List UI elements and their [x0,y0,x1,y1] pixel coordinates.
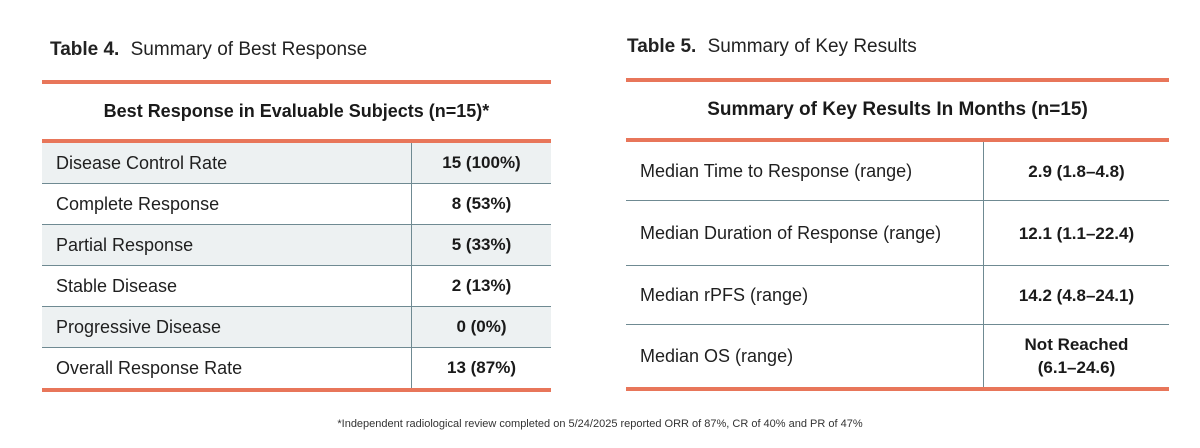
table-row: Median Duration of Response (range) 12.1… [626,201,1169,266]
row-label: Median Time to Response (range) [626,142,984,200]
row-label: Median Duration of Response (range) [626,201,984,265]
table4-caption: Table 4. Summary of Best Response [50,39,367,61]
row-value: 5 (33%) [451,235,512,254]
table4-number: Table 4. [50,39,120,60]
table5-body: Median Time to Response (range) 2.9 (1.8… [626,142,1169,387]
table5-title: Summary of Key Results [707,36,917,57]
row-label: Overall Response Rate [42,348,412,388]
row-value: 12.1 (1.1–22.4) [1018,223,1135,243]
table4-title: Summary of Best Response [130,39,368,60]
table5-number: Table 5. [627,36,697,57]
row-label: Median rPFS (range) [626,266,984,324]
table-row: Disease Control Rate 15 (100%) [42,143,551,184]
table-row: Complete Response 8 (53%) [42,184,551,225]
row-label: Complete Response [42,184,412,224]
row-value: 8 (53%) [451,194,512,213]
table-row: Stable Disease 2 (13%) [42,266,551,307]
table4-header: Best Response in Evaluable Subjects (n=1… [42,84,551,143]
row-value: 2.9 (1.8–4.8) [1028,161,1125,181]
row-label: Disease Control Rate [42,143,412,183]
key-results-table: Summary of Key Results In Months (n=15) … [626,78,1169,391]
row-value: 15 (100%) [442,153,521,172]
table5-header: Summary of Key Results In Months (n=15) [626,82,1169,142]
row-value: 0 (0%) [456,317,507,336]
table-row: Overall Response Rate 13 (87%) [42,348,551,388]
table-row: Median OS (range) Not Reached (6.1–24.6) [626,325,1169,387]
row-value: 14.2 (4.8–24.1) [1018,285,1135,305]
table-row: Progressive Disease 0 (0%) [42,307,551,348]
table-row: Median Time to Response (range) 2.9 (1.8… [626,142,1169,201]
row-label: Partial Response [42,225,412,265]
row-label: Median OS (range) [626,325,984,387]
footnote: *Independent radiological review complet… [337,418,863,430]
table4-body: Disease Control Rate 15 (100%) Complete … [42,143,551,388]
best-response-table: Best Response in Evaluable Subjects (n=1… [42,80,551,392]
row-value: 2 (13%) [451,276,512,295]
row-label: Stable Disease [42,266,412,306]
row-value: 13 (87%) [447,358,516,377]
row-label: Progressive Disease [42,307,412,347]
table5-caption: Table 5. Summary of Key Results [627,36,917,58]
row-value: Not Reached (6.1–24.6) [1024,335,1129,377]
table-row: Median rPFS (range) 14.2 (4.8–24.1) [626,266,1169,325]
table-row: Partial Response 5 (33%) [42,225,551,266]
